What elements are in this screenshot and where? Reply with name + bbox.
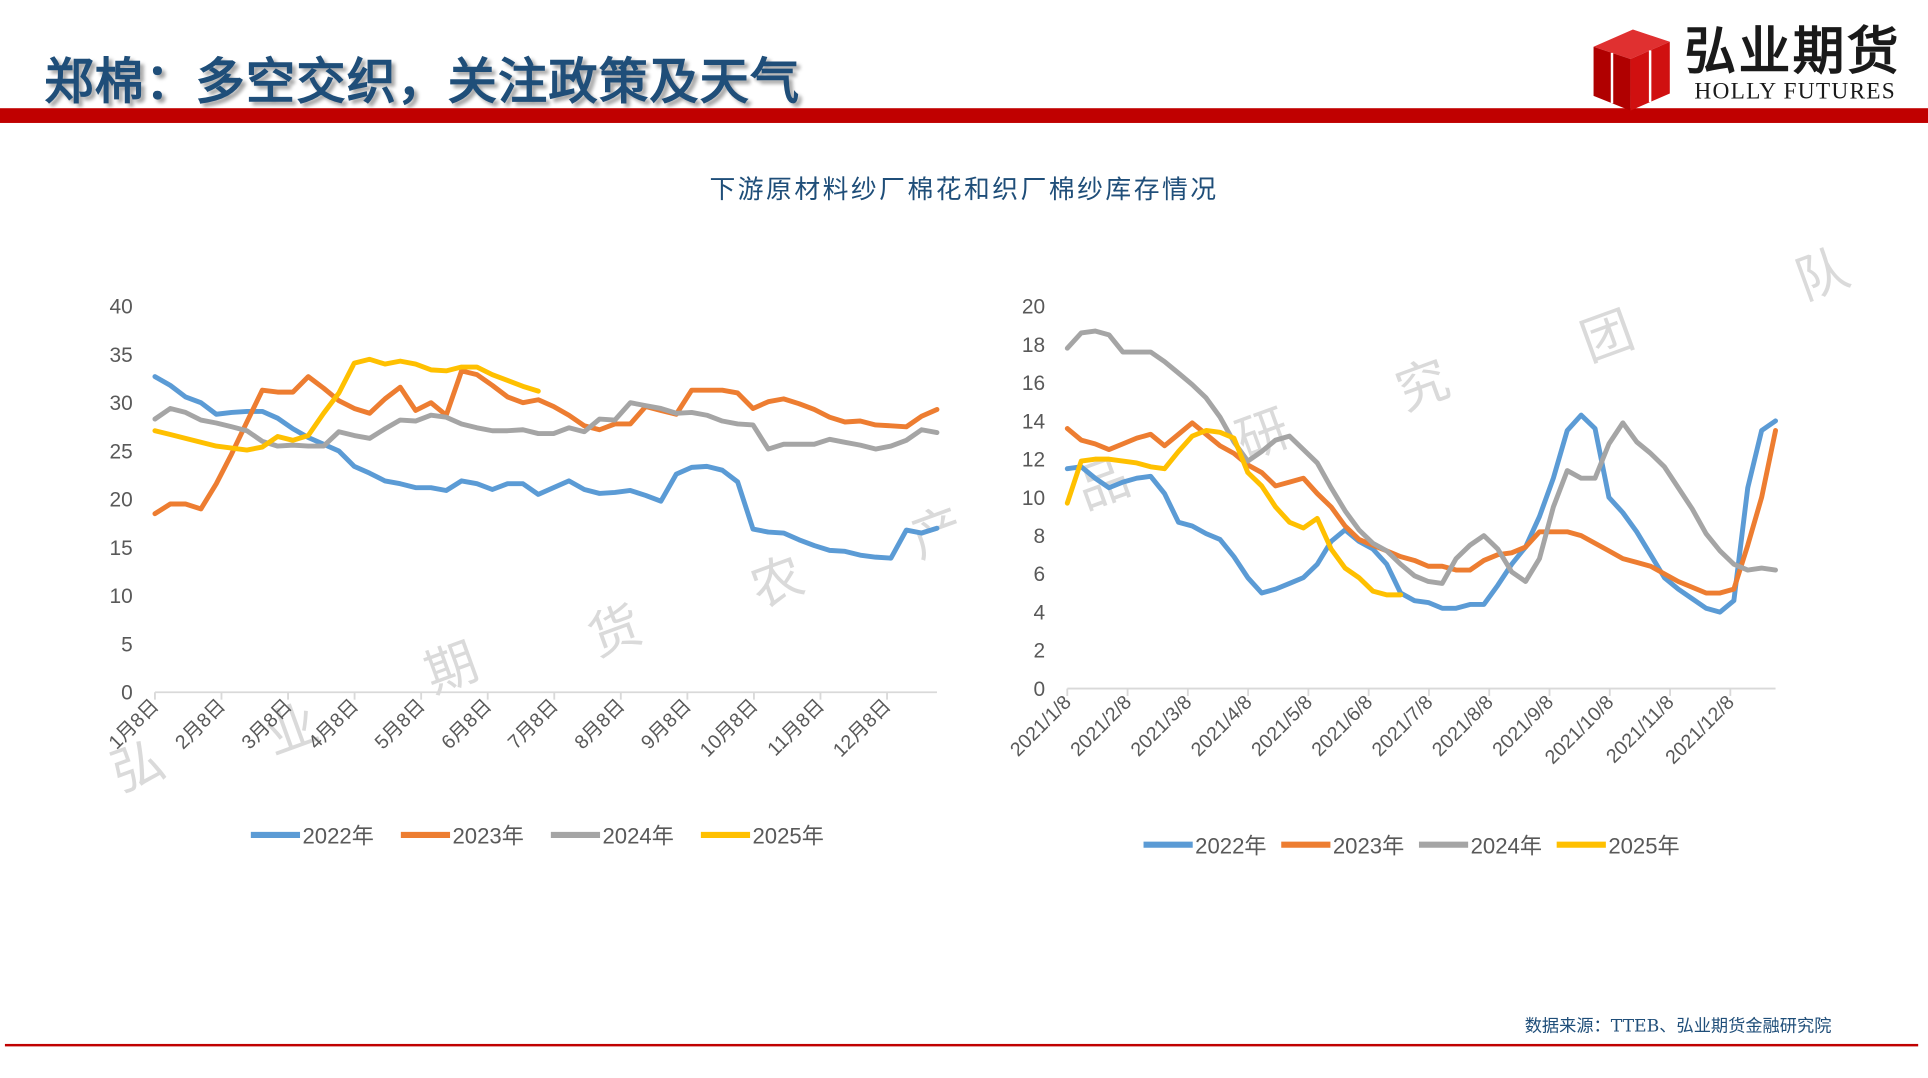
legend-label: 2023年	[1333, 833, 1404, 858]
series-line-2025	[152, 356, 541, 453]
series-line-2023	[1064, 420, 1779, 596]
y-tick-label: 15	[110, 537, 133, 560]
legend-label: 2022年	[302, 824, 373, 849]
page-title: 郑棉：多空交织，关注政策及天气	[44, 54, 801, 111]
series-line-2022	[152, 374, 940, 561]
y-tick-label: 10	[110, 585, 133, 608]
x-tick-label: 2021/5/8	[1247, 691, 1317, 761]
data-source: 数据来源：TTEB、弘业期货金融研究院	[1524, 1016, 1832, 1037]
logo-en-text: HOLLY FUTURES	[1694, 78, 1897, 105]
x-tick-label: 2021/8/8	[1428, 691, 1498, 761]
x-tick-label: 2021/7/8	[1368, 691, 1438, 761]
y-tick-label: 40	[110, 296, 133, 319]
y-tick-label: 0	[121, 682, 133, 705]
series-line-2025	[1064, 428, 1404, 598]
y-tick-label: 20	[1022, 296, 1045, 319]
x-tick-label: 2021/6/8	[1307, 691, 1377, 761]
y-tick-label: 20	[110, 489, 133, 512]
y-tick-label: 35	[110, 344, 133, 367]
legend-label: 2025年	[1608, 833, 1679, 858]
x-tick-label: 2021/1/8	[1006, 691, 1076, 761]
series-line-2024	[1064, 328, 1779, 586]
y-tick-label: 30	[110, 392, 133, 415]
holly-futures-logo: 弘业期货 HOLLY FUTURES	[1589, 10, 1921, 113]
y-tick-label: 18	[1022, 334, 1045, 357]
series-line-2022	[1064, 412, 1779, 615]
y-tick-label: 5	[121, 633, 133, 656]
series-line-2024	[152, 400, 940, 452]
series-line-2023	[152, 368, 940, 517]
footer-divider	[4, 1043, 1919, 1046]
y-tick-label: 10	[1022, 487, 1045, 510]
chart-title: 下游原材料纱厂棉花和织厂棉纱库存情况	[709, 174, 1219, 205]
x-tick-label: 2021/3/8	[1127, 691, 1197, 761]
y-tick-label: 25	[110, 440, 133, 463]
y-tick-label: 12	[1022, 449, 1045, 472]
legend-label: 2025年	[753, 824, 824, 849]
y-tick-label: 16	[1022, 372, 1045, 395]
legend-label: 2023年	[452, 824, 523, 849]
logo-cn-text: 弘业期货	[1684, 20, 1901, 82]
y-tick-label: 6	[1034, 563, 1046, 586]
y-tick-label: 2	[1034, 640, 1046, 663]
x-tick-label: 2021/2/8	[1066, 691, 1136, 761]
legend-label: 2024年	[1471, 833, 1542, 858]
right-chart: 0 2 4 6 8 10 12 14 16 18 20 2021/1/82021/2/82021/3/…	[1006, 296, 1779, 858]
header-red-band	[0, 108, 1928, 123]
y-tick-label: 8	[1034, 525, 1046, 548]
y-tick-label: 14	[1022, 410, 1045, 433]
x-tick-label: 2021/4/8	[1187, 691, 1257, 761]
y-tick-label: 4	[1034, 601, 1046, 624]
legend-label: 2022年	[1195, 833, 1266, 858]
legend-label: 2024年	[603, 824, 674, 849]
y-tick-label: 0	[1034, 678, 1046, 701]
cube-logo-icon	[1593, 29, 1670, 111]
